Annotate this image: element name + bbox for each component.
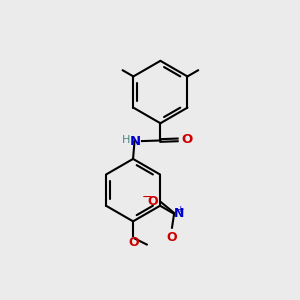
Text: N: N bbox=[130, 135, 141, 148]
Text: O: O bbox=[181, 134, 193, 146]
Text: −: − bbox=[142, 191, 152, 204]
Text: N: N bbox=[174, 207, 185, 220]
Text: H: H bbox=[122, 136, 131, 146]
Text: O: O bbox=[128, 236, 139, 249]
Text: +: + bbox=[176, 206, 184, 214]
Text: O: O bbox=[167, 231, 177, 244]
Text: O: O bbox=[147, 195, 158, 208]
